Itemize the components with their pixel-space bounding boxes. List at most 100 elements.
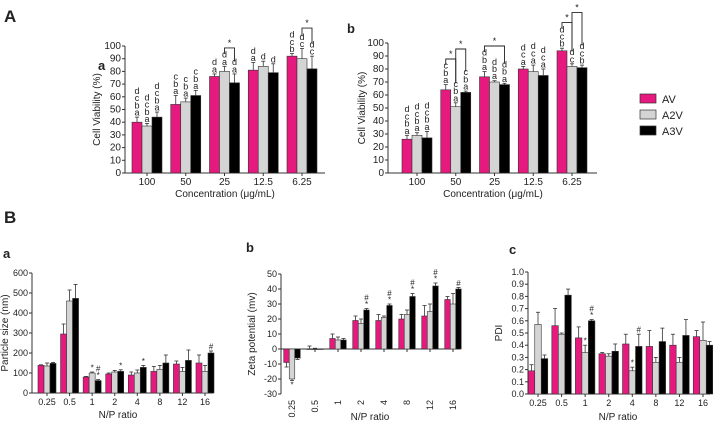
bar-A3V [267,72,279,174]
y-tick-label: 0.8 [511,291,524,301]
bar-AV [170,104,182,174]
y-tick-label: -30 [264,389,277,399]
significance-mark: * [590,311,593,320]
chart-label: a [3,246,11,261]
bar-AV [645,346,653,395]
significance-mark: c [415,109,420,119]
significance-mark: b [404,119,409,129]
bar-AV [131,121,143,174]
bar-A3V [705,344,713,395]
bar-A2V [334,339,342,350]
significance-mark: c [194,67,199,77]
bar-A2V [534,324,542,395]
significance-mark: b [289,44,294,54]
x-tick-label: 1 [90,397,95,407]
significance-mark: b [559,39,564,49]
y-tick-label: 200 [13,348,28,358]
significance-mark: * [411,285,414,294]
bar-A3V [540,358,549,395]
bar-A2V [699,340,707,395]
y-tick-label: 100 [367,38,384,49]
significance-mark: b [443,68,448,78]
x-tick-label: 12.5 [254,177,274,188]
y-tick-label: 60 [373,90,385,101]
significance-mark: d [222,50,227,60]
comparison-bracket [224,47,235,62]
bar-A3V [49,363,57,394]
significance-mark: d [414,102,419,112]
comparison-label: * [228,38,232,48]
y-tick-label: 0.0 [511,389,524,399]
y-axis-label: Zeta potential (mv) [247,292,258,375]
legend-label-A2V: A2V [662,110,683,122]
y-tick-label: 20 [267,314,277,324]
bar-A2V [380,317,388,350]
bar-A3V [139,367,147,394]
bar-AV [440,89,452,174]
significance-mark: c [310,47,315,57]
bar-A3V [499,84,510,174]
bar-AV [283,348,290,363]
bar-AV [398,318,405,350]
comparison-label: * [565,13,569,23]
bar-A2V [450,106,462,174]
x-tick-label: 50 [180,177,192,188]
bar-AV [329,338,336,350]
x-tick-label: 12.5 [524,177,544,188]
significance-mark: # [456,279,461,288]
significance-mark: d [559,24,564,34]
x-tick-label: 0.5 [555,398,568,408]
x-axis-label: N/P ratio [351,412,390,423]
bar-A3V [162,362,170,394]
bar-A2V [179,371,186,394]
x-axis-label: N/P ratio [99,410,138,421]
significance-mark: c [444,61,449,71]
y-tick-label: 70 [110,79,122,90]
significance-mark: d [492,57,497,67]
significance-mark: d [232,57,237,67]
x-tick-label: 2 [112,397,117,407]
bar-AV [421,315,428,350]
bar-AV [306,348,313,350]
significance-mark: d [299,32,304,42]
significance-mark: d [251,46,256,56]
significance-mark: c [570,54,575,64]
significance-mark: * [584,337,587,346]
x-tick-label: 8 [402,400,412,405]
significance-mark: d [134,86,139,96]
y-tick-label: 100 [104,41,121,52]
y-tick-label: 0.6 [511,316,524,326]
bar-A3V [117,371,125,394]
significance-mark: c [580,48,585,58]
bar-AV [622,343,630,395]
bar-AV [527,370,536,395]
significance-mark: * [119,361,122,370]
significance-mark: * [388,296,391,305]
bar-A3V [421,137,433,174]
significance-mark: c [541,52,546,62]
panel-label-A: A [4,7,16,26]
bar-A2V [581,352,589,395]
significance-mark: # [96,365,101,374]
x-tick-label: 16 [698,398,708,408]
y-tick-label: 50 [110,105,122,116]
y-tick-label: 30 [110,130,122,141]
y-axis-label: Particle size (nm) [0,294,11,371]
y-tick-label: 0.2 [511,365,524,375]
bar-A2V [311,348,319,350]
y-tick-label: 50 [373,103,385,114]
bar-A2V [652,361,660,395]
y-axis-label: PDI [494,325,505,342]
significance-mark: c [290,37,295,47]
bar-A3V [658,341,666,395]
x-axis-label: N/P ratio [599,412,638,423]
significance-mark: d [404,104,409,114]
y-tick-label: 0.7 [511,304,524,314]
bar-A3V [460,92,472,174]
significance-mark: b [579,56,584,66]
y-tick-label: -20 [264,374,277,384]
significance-mark: c [464,67,469,77]
significance-mark: a [521,57,526,67]
significance-mark: d [541,45,546,55]
